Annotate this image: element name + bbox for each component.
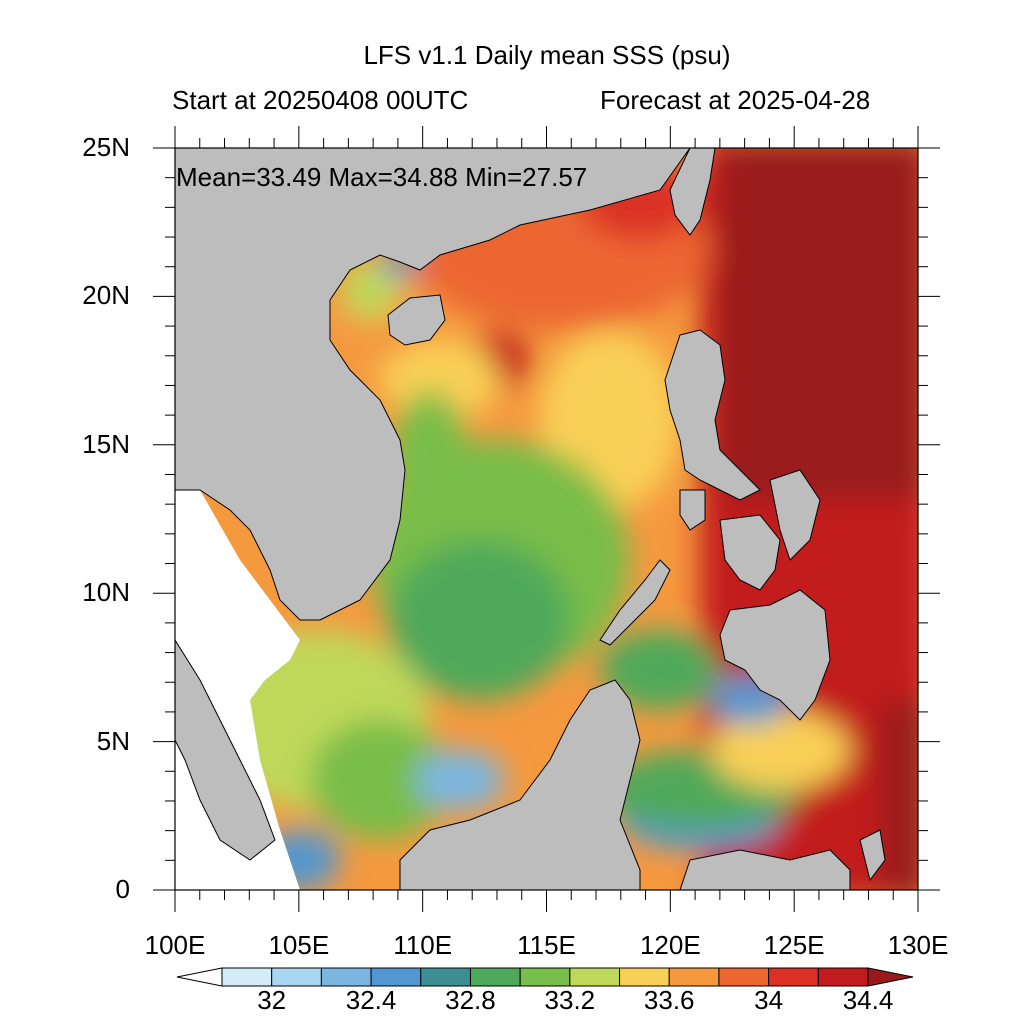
stats-label: Mean=33.49 Max=34.88 Min=27.57 bbox=[176, 162, 588, 192]
colorbar-label: 33.2 bbox=[544, 985, 596, 1015]
colorbar-swatch bbox=[469, 967, 521, 987]
colorbar-swatch bbox=[221, 967, 273, 987]
colorbar-label: 32.8 bbox=[445, 985, 496, 1015]
colorbar-label: 32.4 bbox=[345, 985, 397, 1015]
colorbar-swatch bbox=[668, 967, 720, 987]
colorbar-high-triangle bbox=[867, 967, 914, 987]
x-tick-label: 110E bbox=[393, 930, 453, 960]
colorbar bbox=[176, 967, 914, 987]
colorbar-label: 34.4 bbox=[842, 985, 894, 1015]
colorbar-low-triangle bbox=[176, 967, 223, 987]
y-tick-label: 25N bbox=[82, 132, 130, 162]
y-tick-label: 0 bbox=[115, 874, 130, 904]
colorbar-swatch bbox=[519, 967, 571, 987]
x-tick-label: 100E bbox=[144, 930, 206, 960]
y-tick-label: 10N bbox=[82, 577, 130, 608]
colorbar-swatch bbox=[420, 967, 471, 987]
colorbar-swatch bbox=[569, 967, 621, 987]
colorbar-swatch bbox=[370, 967, 422, 987]
x-tick-label: 125E bbox=[763, 930, 825, 960]
start-time-label: Start at 20250408 00UTC bbox=[172, 85, 469, 115]
colorbar-swatch bbox=[768, 967, 819, 987]
colorbar-swatch bbox=[817, 967, 869, 987]
forecast-time-label: Forecast at 2025-04-28 bbox=[600, 85, 871, 115]
colorbar-label: 32 bbox=[257, 985, 287, 1015]
x-tick-label: 120E bbox=[639, 930, 701, 960]
y-tick-label: 20N bbox=[82, 280, 130, 311]
land-masses bbox=[175, 148, 886, 890]
colorbar-label: 33.6 bbox=[643, 985, 695, 1015]
x-tick-label: 105E bbox=[268, 930, 330, 960]
map-title: LFS v1.1 Daily mean SSS (psu) bbox=[363, 40, 731, 70]
y-tick-label: 5N bbox=[96, 725, 130, 756]
colorbar-label: 34 bbox=[754, 985, 784, 1015]
colorbar-swatch bbox=[271, 967, 322, 987]
x-tick-label: 115E bbox=[517, 930, 576, 960]
colorbar-swatch bbox=[619, 967, 670, 987]
colorbar-swatch bbox=[718, 967, 770, 987]
y-tick-label: 15N bbox=[82, 428, 130, 459]
colorbar-swatch bbox=[320, 967, 372, 987]
map-field bbox=[175, 148, 918, 890]
x-tick-label: 130E bbox=[887, 930, 949, 960]
